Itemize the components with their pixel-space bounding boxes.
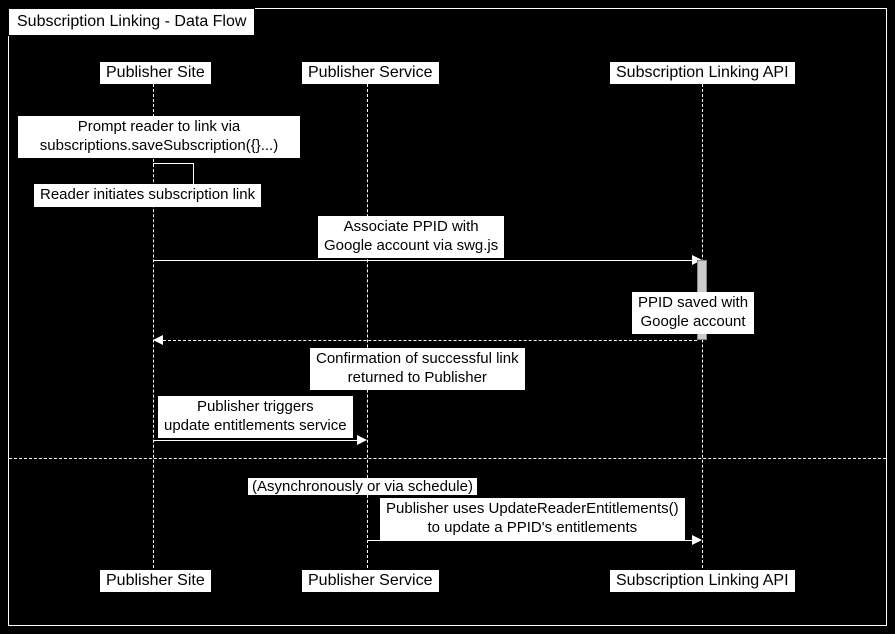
diagram-title: Subscription Linking - Data Flow [8,8,255,36]
lifeline-publisher-service [367,84,368,568]
msg-associate-line1: Associate PPID with [344,218,479,235]
arrow-triggers [153,440,357,441]
actor-publisher-service-bottom: Publisher Service [302,570,439,592]
msg-associate: Associate PPID with Google account via s… [318,216,504,258]
self-loop-top [153,163,193,164]
arrow-update-head [692,535,702,545]
msg-update-line2: to update a PPID's entitlements [428,519,638,536]
arrow-confirmation [163,340,697,341]
arrow-triggers-head [357,435,367,445]
msg-prompt: Prompt reader to link via subscriptions.… [18,116,300,158]
note-ppid-saved: PPID saved with Google account [632,292,754,334]
note-ppid-line2: Google account [640,313,745,330]
msg-confirmation-line2: returned to Publisher [348,369,487,386]
note-ppid-line1: PPID saved with [638,294,748,311]
actor-publisher-service-top: Publisher Service [302,62,439,84]
msg-prompt-line2: subscriptions.saveSubscription({}...) [40,137,278,154]
msg-associate-line2: Google account via swg.js [324,237,498,254]
arrow-confirmation-head [153,335,163,345]
msg-triggers: Publisher triggers update entitlements s… [158,396,353,438]
msg-update-line1: Publisher uses UpdateReaderEntitlements(… [386,500,679,517]
msg-triggers-line2: update entitlements service [164,417,347,434]
msg-confirmation-line1: Confirmation of successful link [316,350,519,367]
arrow-update [367,540,692,541]
actor-subscription-api-top: Subscription Linking API [610,62,795,84]
separator-dashed [9,458,886,459]
arrow-associate [153,260,692,261]
msg-triggers-line1: Publisher triggers [197,398,314,415]
actor-publisher-site-top: Publisher Site [100,62,211,84]
msg-initiates: Reader initiates subscription link [34,184,261,207]
actor-publisher-site-bottom: Publisher Site [100,570,211,592]
msg-prompt-line1: Prompt reader to link via [78,118,241,135]
label-async: (Asynchronously or via schedule) [248,478,477,495]
msg-confirmation: Confirmation of successful link returned… [310,348,525,390]
actor-subscription-api-bottom: Subscription Linking API [610,570,795,592]
msg-update: Publisher uses UpdateReaderEntitlements(… [380,498,685,540]
